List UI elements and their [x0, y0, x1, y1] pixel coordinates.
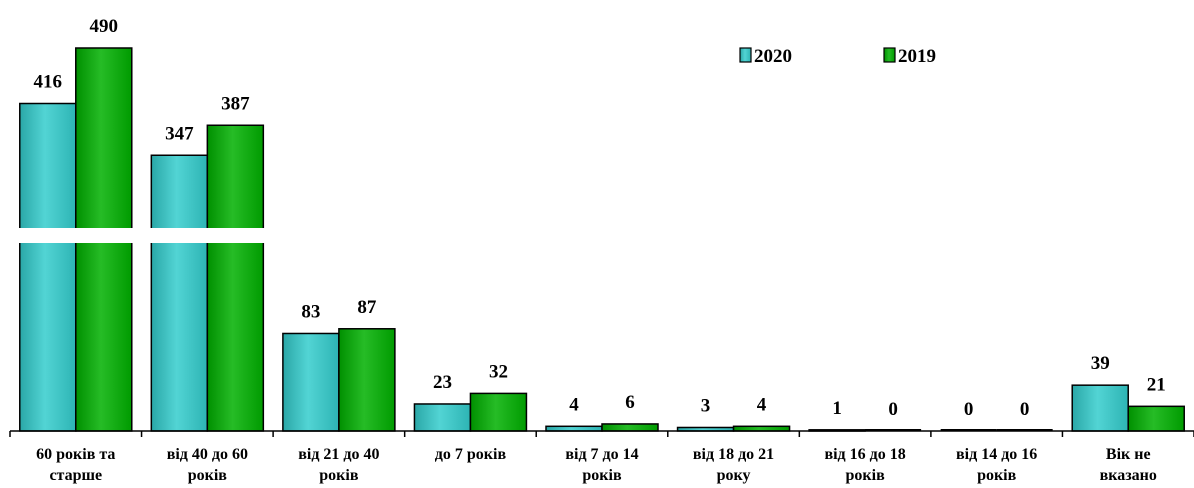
value-label-2020-6: 1: [832, 398, 842, 419]
bar-2020-2: [282, 332, 340, 432]
legend-swatch-2020: [739, 47, 752, 63]
value-label-2020-7: 0: [964, 399, 974, 420]
bar-2020-1: [150, 154, 209, 432]
value-label-2019-1: 387: [221, 93, 250, 114]
value-label-2019-8: 21: [1147, 374, 1166, 395]
value-label-2020-5: 3: [701, 395, 711, 416]
category-label-0: 60 років та старше: [36, 446, 115, 484]
bar-2020-0: [19, 102, 77, 432]
value-label-2020-1: 347: [165, 123, 194, 144]
bar-2019-1: [206, 124, 265, 432]
value-label-2019-2: 87: [357, 297, 377, 318]
bar-2019-8: [1127, 405, 1185, 432]
category-label-8: Вік не вказано: [1100, 446, 1157, 484]
value-label-2019-7: 0: [1020, 399, 1030, 420]
value-label-2020-4: 4: [569, 394, 579, 415]
value-label-2020-8: 39: [1091, 353, 1110, 374]
category-label-2: від 21 до 40 років: [298, 446, 379, 484]
legend-label-2020: 2020: [754, 46, 792, 67]
bar-2019-4: [601, 423, 659, 432]
category-label-1: від 40 до 60 років: [167, 446, 248, 484]
legend-swatch-2019: [883, 47, 896, 63]
category-label-4: від 7 до 14 років: [565, 446, 638, 484]
bars-layer: [0, 47, 1194, 432]
value-label-2019-0: 490: [90, 16, 119, 37]
x-axis: 60 років та старше від 40 до 60 років від 21…: [9, 430, 1194, 484]
legend-label-2019: 2019: [898, 46, 936, 67]
value-label-2019-4: 6: [625, 392, 635, 413]
value-label-2020-2: 83: [301, 301, 320, 322]
value-label-2020-0: 416: [34, 72, 63, 93]
value-label-2019-3: 32: [489, 361, 508, 382]
bar-2020-3: [413, 403, 472, 432]
category-label-3: до 7 років: [435, 446, 507, 463]
value-label-2019-6: 0: [888, 399, 898, 420]
category-label-7: від 14 до 16 років: [956, 446, 1037, 484]
axis-break: [0, 228, 1194, 243]
category-label-5: від 18 до 21 року: [693, 446, 774, 484]
bar-2019-2: [338, 328, 396, 432]
bar-2020-8: [1071, 384, 1129, 432]
category-label-6: від 16 до 18 років: [824, 446, 905, 484]
legend: 2020 2019: [739, 46, 936, 67]
value-label-2019-5: 4: [757, 394, 767, 415]
value-labels-layer: 416 490 347 387 83 87 23 32 4 6 3 4 1 0 0 0 39 21: [34, 16, 1166, 420]
value-label-2020-3: 23: [433, 372, 452, 393]
bar-2019-3: [469, 392, 528, 432]
